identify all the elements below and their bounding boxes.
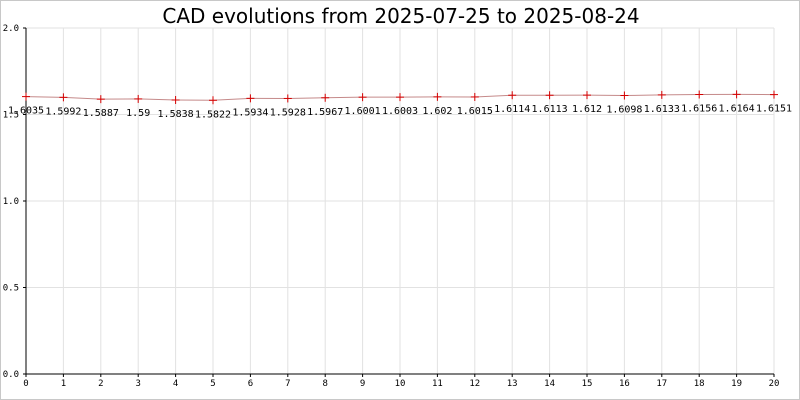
x-tick-label: 2 <box>98 379 103 389</box>
x-tick-label: 7 <box>285 379 290 389</box>
data-labels: 1.6035 1.5992 1.5887 1.59 1.5838 1.5822 1.5934… <box>8 103 792 120</box>
data-label: 1.5887 <box>83 108 119 119</box>
axes <box>23 27 775 377</box>
x-tick-label: 13 <box>507 379 518 389</box>
data-point-marker <box>209 96 217 105</box>
x-tick-label: 19 <box>731 379 742 389</box>
x-tick-label: 4 <box>173 379 178 389</box>
tick-labels: 0 1 2 3 4 5 6 7 8 9 10 11 12 13 14 15 16 17 18 19 200.00.51.… <box>3 24 780 389</box>
data-label: 1.6113 <box>532 104 568 115</box>
data-label: 1.6156 <box>681 104 717 115</box>
data-label: 1.6114 <box>494 104 530 115</box>
x-tick-label: 0 <box>23 379 28 389</box>
data-label: 1.6151 <box>756 104 792 115</box>
data-label: 1.6003 <box>382 106 418 117</box>
x-tick-label: 20 <box>769 379 780 389</box>
data-label: 1.59 <box>126 108 150 119</box>
data-label: 1.602 <box>422 106 452 117</box>
data-label: 1.6035 <box>8 106 44 117</box>
x-tick-label: 6 <box>248 379 253 389</box>
x-tick-label: 1 <box>61 379 66 389</box>
data-point-marker <box>283 94 292 103</box>
data-point-marker <box>508 91 517 100</box>
x-tick-label: 8 <box>322 379 327 389</box>
y-tick-label: 0.0 <box>3 370 19 380</box>
data-point-marker <box>657 90 666 99</box>
data-point-marker <box>695 90 704 99</box>
data-point-marker <box>22 92 30 101</box>
data-label: 1.5928 <box>270 107 306 118</box>
x-tick-label: 14 <box>544 379 555 389</box>
y-tick-label: 1.5 <box>3 111 19 121</box>
y-tick-label: 2.0 <box>3 24 19 34</box>
data-point-marker <box>171 96 180 105</box>
data-label: 1.5967 <box>307 107 343 118</box>
data-point-marker <box>545 91 554 100</box>
data-point-marker <box>583 91 591 100</box>
grid-lines <box>25 27 775 375</box>
x-tick-label: 16 <box>619 379 630 389</box>
data-point-marker <box>59 93 68 102</box>
data-point-marker <box>396 93 404 102</box>
data-point-marker <box>134 94 143 103</box>
data-label: 1.612 <box>572 104 602 115</box>
x-tick-label: 10 <box>395 379 406 389</box>
data-label: 1.6133 <box>644 104 680 115</box>
x-tick-label: 15 <box>582 379 593 389</box>
data-point-marker <box>358 93 367 102</box>
x-tick-label: 17 <box>656 379 667 389</box>
x-tick-label: 11 <box>432 379 443 389</box>
x-tick-label: 5 <box>210 379 215 389</box>
x-tick-label: 18 <box>694 379 705 389</box>
data-point-marker <box>620 91 629 100</box>
y-tick-label: 0.5 <box>3 284 19 294</box>
data-point-marker <box>732 90 741 99</box>
data-point-marker <box>246 94 255 103</box>
data-label: 1.5838 <box>158 109 194 120</box>
data-label: 1.5822 <box>195 109 231 120</box>
series <box>22 90 778 105</box>
data-label: 1.6015 <box>457 106 493 117</box>
data-label: 1.6098 <box>606 105 642 116</box>
data-point-marker <box>321 93 330 102</box>
data-label: 1.6164 <box>719 103 755 114</box>
data-point-marker <box>470 92 479 101</box>
data-label: 1.5992 <box>45 106 81 117</box>
x-tick-label: 12 <box>469 379 480 389</box>
chart-title: CAD evolutions from 2025-07-25 to 2025-0… <box>162 4 639 28</box>
x-tick-label: 9 <box>360 379 365 389</box>
data-point-marker <box>433 92 442 101</box>
data-label: 1.6001 <box>345 106 381 117</box>
data-label: 1.5934 <box>232 107 268 118</box>
data-point-marker <box>770 90 778 99</box>
data-point-marker <box>96 95 105 104</box>
y-tick-label: 1.0 <box>3 197 19 207</box>
x-tick-label: 3 <box>135 379 140 389</box>
